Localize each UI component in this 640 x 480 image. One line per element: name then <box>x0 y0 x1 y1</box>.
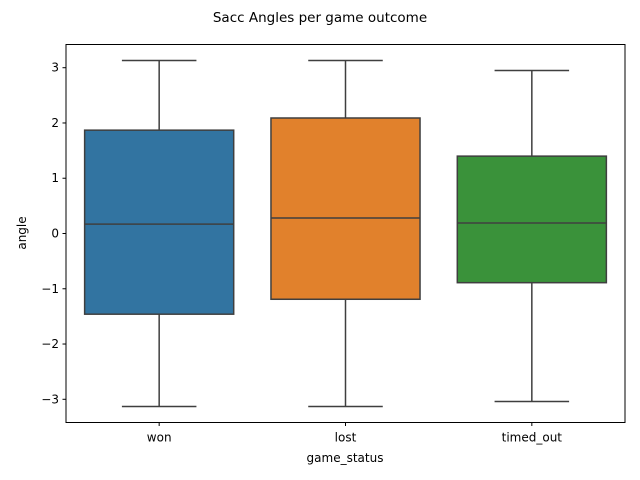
box-won <box>83 129 235 315</box>
x-tick-label: lost <box>335 431 357 445</box>
box-timed-out <box>456 155 608 284</box>
y-tick-label: −3 <box>41 392 59 406</box>
boxes-layer <box>83 59 608 408</box>
box-group-timed-out <box>456 69 608 403</box>
x-axis-label: game_status <box>307 451 384 465</box>
box-group-lost <box>270 59 421 408</box>
y-tick-label: 3 <box>51 61 59 75</box>
chart-title: Sacc Angles per game outcome <box>213 10 427 26</box>
box-group-won <box>83 59 235 408</box>
y-axis-label: angle <box>15 216 29 249</box>
x-axis: won lost timed_out <box>147 422 563 445</box>
y-tick-label: 1 <box>51 171 59 185</box>
y-tick-label: 2 <box>51 116 59 130</box>
y-tick-label: −1 <box>41 282 59 296</box>
box-lost <box>270 117 421 301</box>
x-tick-label: won <box>147 431 172 445</box>
y-tick-label: 0 <box>51 227 59 241</box>
y-axis: 3 2 1 0 −1 −2 −3 <box>41 61 66 406</box>
y-tick-label: −2 <box>41 337 59 351</box>
x-tick-label: timed_out <box>502 431 563 445</box>
